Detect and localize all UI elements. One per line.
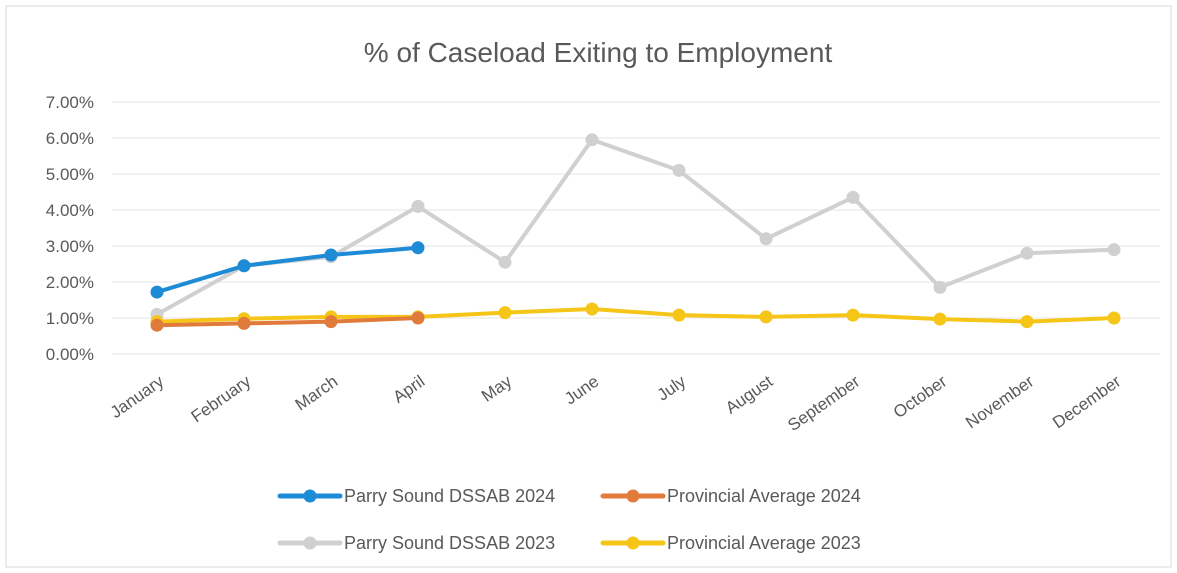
data-point <box>846 308 860 322</box>
x-tick-label: December <box>1049 372 1124 433</box>
x-tick-label: January <box>107 371 168 422</box>
data-point <box>237 316 251 330</box>
legend-label: Parry Sound DSSAB 2023 <box>344 533 555 553</box>
data-point <box>672 163 686 177</box>
series-line <box>155 307 1116 324</box>
y-tick-label: 4.00% <box>46 201 94 220</box>
data-point <box>411 311 425 325</box>
x-tick-label: June <box>561 372 602 409</box>
data-point <box>672 308 686 322</box>
legend-swatch-marker <box>626 489 640 503</box>
y-tick-label: 2.00% <box>46 273 94 292</box>
x-tick-label: May <box>478 371 516 405</box>
data-point <box>1107 311 1121 325</box>
y-tick-label: 1.00% <box>46 309 94 328</box>
series-lines <box>150 133 1121 332</box>
y-tick-label: 5.00% <box>46 165 94 184</box>
data-point <box>150 318 164 332</box>
data-point <box>411 199 425 213</box>
y-tick-label: 6.00% <box>46 129 94 148</box>
x-tick-label: February <box>188 371 255 426</box>
y-tick-label: 7.00% <box>46 93 94 112</box>
data-point <box>1020 246 1034 260</box>
x-tick-label: March <box>292 372 342 415</box>
data-point <box>150 285 164 299</box>
data-point <box>1020 315 1034 329</box>
data-point <box>498 255 512 269</box>
legend-item: Parry Sound DSSAB 2024 <box>277 486 555 506</box>
gridlines <box>112 101 1160 355</box>
legend: Parry Sound DSSAB 2024 Provincial Average… <box>277 486 861 553</box>
data-point <box>324 315 338 329</box>
x-tick-label: October <box>890 372 951 422</box>
series-group <box>150 133 1121 321</box>
y-tick-label: 3.00% <box>46 237 94 256</box>
legend-label: Provincial Average 2024 <box>667 486 861 506</box>
x-tick-label: April <box>390 372 429 407</box>
data-point <box>498 306 512 320</box>
data-point <box>585 133 599 147</box>
y-tick-label: 0.00% <box>46 345 94 364</box>
data-point <box>933 312 947 326</box>
series-line <box>155 316 420 328</box>
x-axis-tick-labels: January February March April May June July Augu… <box>107 371 1125 435</box>
legend-swatch-marker <box>303 536 317 550</box>
legend-label: Provincial Average 2023 <box>667 533 861 553</box>
legend-item: Parry Sound DSSAB 2023 <box>277 533 555 553</box>
data-point <box>324 248 338 262</box>
data-point <box>237 259 251 273</box>
data-point <box>846 190 860 204</box>
data-point <box>1107 243 1121 257</box>
data-point <box>411 241 425 255</box>
x-tick-label: September <box>784 372 863 435</box>
data-point <box>759 232 773 246</box>
legend-item: Provincial Average 2023 <box>600 533 861 553</box>
legend-item: Provincial Average 2024 <box>600 486 861 506</box>
legend-swatch-marker <box>303 489 317 503</box>
x-tick-label: August <box>722 372 776 418</box>
y-axis-tick-labels: 0.00% 1.00% 2.00% 3.00% 4.00% 5.00% 6.00% 7.00% <box>46 93 94 364</box>
data-point <box>759 310 773 324</box>
series-group <box>150 311 425 332</box>
x-tick-label: November <box>962 372 1037 433</box>
series-line <box>155 245 420 295</box>
data-point <box>933 280 947 294</box>
chart-frame <box>5 5 1172 568</box>
x-tick-label: July <box>654 371 690 404</box>
legend-label: Parry Sound DSSAB 2024 <box>344 486 555 506</box>
chart-title: % of Caseload Exiting to Employment <box>364 37 833 68</box>
series-line <box>155 137 1116 317</box>
series-group <box>150 241 425 299</box>
data-point <box>585 302 599 316</box>
legend-swatch-marker <box>626 536 640 550</box>
